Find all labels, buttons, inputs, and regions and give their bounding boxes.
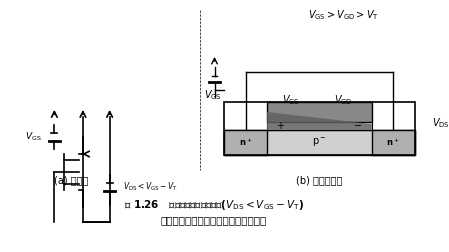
- Text: 图 1.26   非饱和区中沟道的厚度($V_{\mathrm{DS}}<V_{\mathrm{GS}}-V_{\mathrm{T}}$): 图 1.26 非饱和区中沟道的厚度($V_{\mathrm{DS}}<V_{\m…: [123, 198, 304, 212]
- Bar: [224, 130, 267, 155]
- Text: p$^-$: p$^-$: [312, 136, 327, 149]
- Text: $V_{\mathrm{GD}}$: $V_{\mathrm{GD}}$: [334, 93, 352, 107]
- Bar: [267, 102, 372, 122]
- Text: $V_{\mathrm{DS}}<V_{\mathrm{GS}}-V_{\mathrm{T}}$: $V_{\mathrm{DS}}<V_{\mathrm{GS}}-V_{\mat…: [123, 181, 178, 193]
- Bar: [267, 122, 372, 130]
- Text: (a) 符号图: (a) 符号图: [54, 175, 89, 185]
- Text: $V_{\mathrm{GS}}$: $V_{\mathrm{GS}}$: [282, 93, 300, 107]
- Polygon shape: [267, 112, 372, 130]
- Text: $V_{\mathrm{DS}}$: $V_{\mathrm{DS}}$: [432, 117, 449, 130]
- Bar: [224, 102, 415, 155]
- Text: （漏区附近的沟道厚度比源区附近薄）: （漏区附近的沟道厚度比源区附近薄）: [160, 215, 267, 225]
- Text: $V_{\mathrm{GS}}$: $V_{\mathrm{GS}}$: [204, 88, 221, 102]
- Text: +: +: [277, 121, 285, 131]
- Text: $V_{\mathrm{GS}}>V_{\mathrm{GD}}>V_{\mathrm{T}}$: $V_{\mathrm{GS}}>V_{\mathrm{GD}}>V_{\mat…: [308, 8, 379, 22]
- Bar: [372, 130, 415, 155]
- Text: n$^+$: n$^+$: [239, 137, 252, 148]
- Text: −: −: [354, 121, 362, 131]
- Bar: [224, 130, 415, 155]
- Text: n$^+$: n$^+$: [387, 137, 400, 148]
- Text: (b) 剖面示意图: (b) 剖面示意图: [296, 175, 343, 185]
- Text: $V_{\mathrm{GS}}$: $V_{\mathrm{GS}}$: [25, 131, 42, 143]
